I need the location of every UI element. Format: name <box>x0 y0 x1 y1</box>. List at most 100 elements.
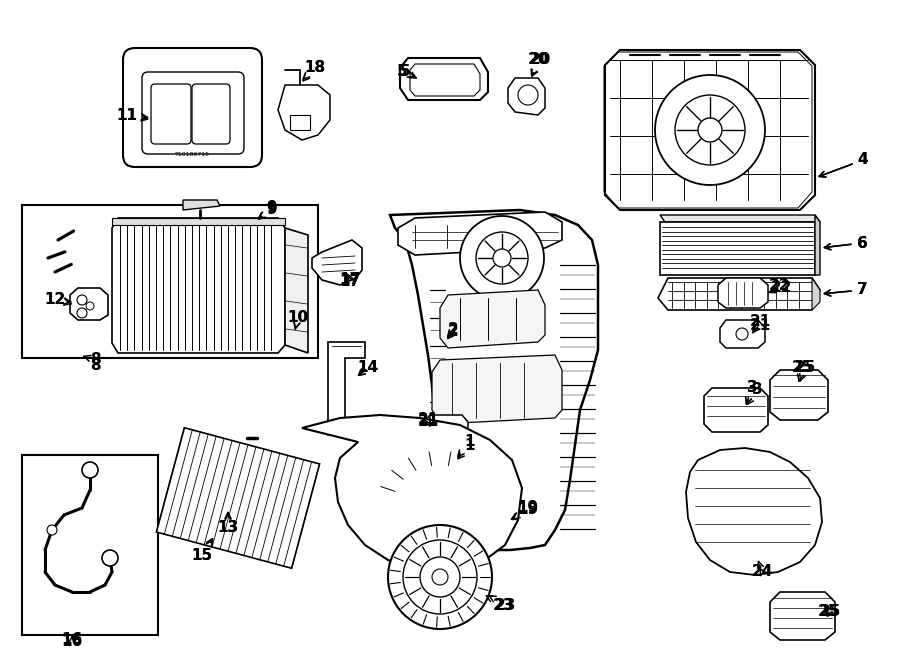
Polygon shape <box>183 200 220 210</box>
Circle shape <box>82 462 98 478</box>
Text: 16: 16 <box>61 635 83 650</box>
Text: 17: 17 <box>339 274 361 290</box>
Polygon shape <box>70 288 108 320</box>
Text: 24: 24 <box>752 564 773 580</box>
Polygon shape <box>157 428 320 568</box>
Text: 7: 7 <box>824 282 868 297</box>
Text: 3: 3 <box>745 381 757 404</box>
Polygon shape <box>398 212 562 255</box>
Polygon shape <box>815 215 820 275</box>
Circle shape <box>675 95 745 165</box>
FancyBboxPatch shape <box>142 72 244 154</box>
Circle shape <box>442 424 454 436</box>
Polygon shape <box>432 355 562 424</box>
Bar <box>22 455 158 635</box>
Polygon shape <box>112 218 285 353</box>
Circle shape <box>102 550 118 566</box>
Text: 2: 2 <box>447 325 458 340</box>
Text: 17: 17 <box>339 272 361 288</box>
Polygon shape <box>770 592 835 640</box>
Text: 4: 4 <box>819 153 868 177</box>
Circle shape <box>518 85 538 105</box>
Polygon shape <box>660 222 815 275</box>
Circle shape <box>420 557 460 597</box>
Polygon shape <box>290 115 310 130</box>
Text: 9: 9 <box>258 200 277 219</box>
Text: 12: 12 <box>44 293 71 307</box>
Text: 20: 20 <box>527 52 549 76</box>
Text: 18: 18 <box>303 61 326 79</box>
Text: 23: 23 <box>489 596 516 613</box>
Polygon shape <box>508 78 545 115</box>
Text: 3: 3 <box>745 381 757 404</box>
Bar <box>22 205 318 358</box>
Text: 6: 6 <box>824 235 868 251</box>
Text: 11: 11 <box>116 108 148 122</box>
Text: 25: 25 <box>819 605 841 619</box>
Text: 5: 5 <box>397 65 414 79</box>
Text: 20: 20 <box>529 52 551 76</box>
Text: 5: 5 <box>400 65 416 79</box>
Polygon shape <box>390 210 598 550</box>
Polygon shape <box>718 278 768 308</box>
Polygon shape <box>328 342 365 435</box>
Polygon shape <box>302 415 522 570</box>
Text: 25: 25 <box>817 605 839 619</box>
Text: 21: 21 <box>750 317 770 332</box>
Text: 4: 4 <box>819 153 868 177</box>
Text: 12: 12 <box>44 293 71 307</box>
Text: 6: 6 <box>824 235 868 251</box>
Polygon shape <box>312 240 362 285</box>
Circle shape <box>476 232 528 284</box>
Text: 1: 1 <box>458 434 475 457</box>
Circle shape <box>736 328 748 340</box>
Text: 1: 1 <box>458 438 475 459</box>
Text: 9: 9 <box>259 202 277 217</box>
Polygon shape <box>400 58 488 100</box>
FancyBboxPatch shape <box>192 84 230 144</box>
Text: 10: 10 <box>287 311 309 329</box>
Text: 14: 14 <box>357 360 379 375</box>
Text: 21: 21 <box>418 412 438 428</box>
Circle shape <box>388 525 492 629</box>
Circle shape <box>77 308 87 318</box>
Text: 8: 8 <box>90 358 100 373</box>
Text: 13: 13 <box>218 512 238 535</box>
Text: 15: 15 <box>192 539 212 563</box>
Text: 23: 23 <box>486 596 514 613</box>
Text: 13: 13 <box>218 514 238 535</box>
Text: 16: 16 <box>61 633 83 648</box>
Circle shape <box>86 302 94 310</box>
Text: T10186715: T10186715 <box>175 153 210 157</box>
Text: 10: 10 <box>287 311 309 329</box>
Text: 7: 7 <box>824 282 868 297</box>
Text: 3: 3 <box>748 383 762 405</box>
Circle shape <box>460 216 544 300</box>
Circle shape <box>655 75 765 185</box>
Circle shape <box>77 295 87 305</box>
Polygon shape <box>812 278 820 310</box>
Polygon shape <box>112 218 285 225</box>
Text: 19: 19 <box>511 502 538 520</box>
Text: 15: 15 <box>192 541 212 563</box>
FancyBboxPatch shape <box>123 48 262 167</box>
Text: 2: 2 <box>447 323 458 338</box>
Polygon shape <box>440 290 545 348</box>
Circle shape <box>47 525 57 535</box>
Polygon shape <box>278 85 330 140</box>
Text: 21: 21 <box>750 315 770 332</box>
Polygon shape <box>424 415 468 444</box>
Text: 22: 22 <box>769 280 793 295</box>
Text: 25: 25 <box>791 360 813 381</box>
Polygon shape <box>720 320 765 348</box>
Text: 21: 21 <box>418 414 438 430</box>
Text: 11: 11 <box>116 108 148 122</box>
Circle shape <box>432 569 448 585</box>
Text: 14: 14 <box>357 360 379 375</box>
Circle shape <box>403 540 477 614</box>
Text: 22: 22 <box>770 278 791 293</box>
FancyBboxPatch shape <box>151 84 191 144</box>
Polygon shape <box>770 370 828 420</box>
Text: 25: 25 <box>795 360 815 381</box>
Text: 18: 18 <box>303 61 326 81</box>
